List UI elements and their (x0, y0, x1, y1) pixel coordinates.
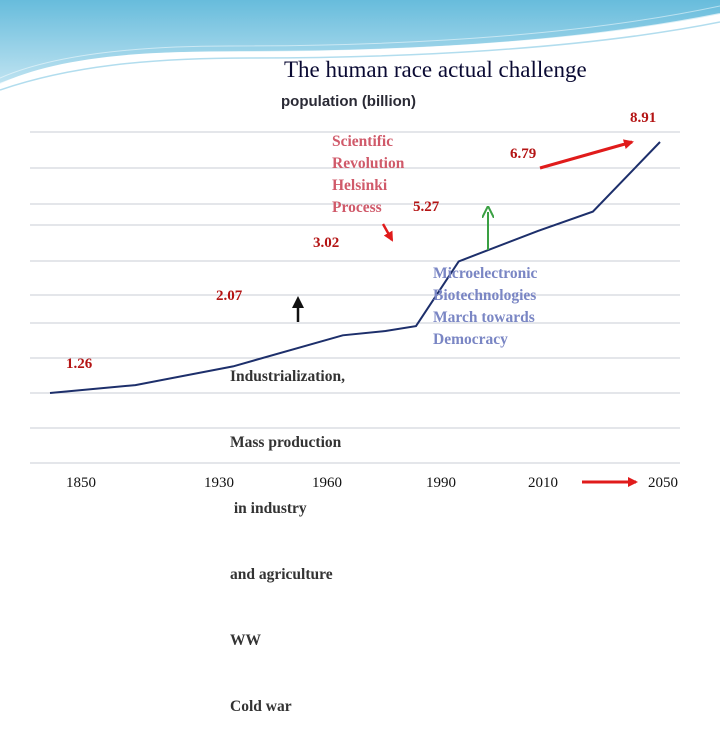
annotation-line: Biotechnologies (433, 285, 537, 307)
x-tick-1990: 1990 (426, 475, 456, 492)
annotation-line: Scientific (332, 131, 404, 153)
x-tick-2010: 2010 (528, 475, 558, 492)
x-tick-1850: 1850 (66, 475, 96, 492)
x-tick-1930: 1930 (204, 475, 234, 492)
data-label-1-26: 1.26 (66, 356, 92, 373)
annotation-technology: Microelectronic Biotechnologies March to… (433, 263, 537, 351)
annotation-line: Revolution (332, 153, 404, 175)
annotation-line: WW (230, 630, 345, 652)
annotation-line: Microelectronic (433, 263, 537, 285)
annotation-line: in industry (230, 498, 345, 520)
annotation-line: Process (332, 197, 404, 219)
annotation-line: Industrialization, (230, 366, 345, 388)
annotation-line: March towards (433, 307, 537, 329)
annotation-science: Scientific Revolution Helsinki Process (332, 131, 404, 219)
data-label-6-79: 6.79 (510, 146, 536, 163)
data-label-8-91: 8.91 (630, 110, 656, 127)
x-tick-1960: 1960 (312, 475, 342, 492)
data-label-5-27: 5.27 (413, 199, 439, 216)
annotation-line: Democracy (433, 329, 537, 351)
annotation-line: Helsinki (332, 175, 404, 197)
annotation-line: Cold war (230, 696, 345, 718)
annotation-line: Mass production (230, 432, 345, 454)
annotation-industry: Industrialization, Mass production in in… (230, 322, 345, 740)
data-label-2-07: 2.07 (216, 288, 242, 305)
x-tick-2050: 2050 (648, 475, 678, 492)
data-label-3-02: 3.02 (313, 235, 339, 252)
slide-title: The human race actual challenge (284, 57, 704, 83)
annotation-line: and agriculture (230, 564, 345, 586)
arrow-8-91 (540, 142, 632, 168)
y-axis-label: population (billion) (281, 93, 416, 110)
arrow-science (383, 224, 392, 240)
